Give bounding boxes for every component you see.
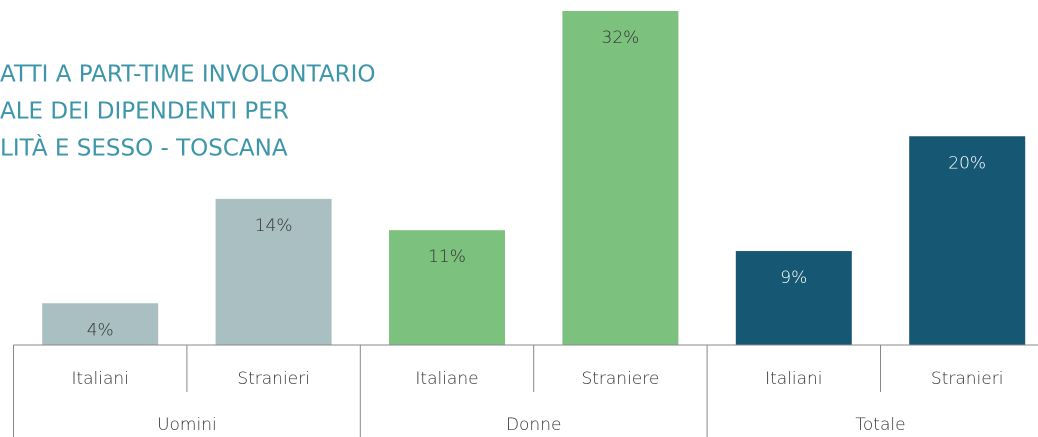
group-label: Uomini	[157, 415, 217, 435]
title-line: LITÀ E SESSO - TOSCANA	[0, 134, 288, 162]
bar	[215, 198, 332, 345]
bar	[42, 303, 159, 345]
bar	[389, 230, 505, 345]
x-tick-label: Stranieri	[237, 369, 310, 389]
bar	[909, 136, 1026, 345]
title-line: ATTI A PART-TIME INVOLONTARIO	[0, 62, 375, 88]
bar	[562, 11, 679, 345]
group-label: Donne	[506, 415, 562, 435]
value-label: 14%	[255, 216, 293, 236]
bar	[735, 251, 852, 345]
value-label: 9%	[780, 268, 807, 288]
title-line: ALE DEI DIPENDENTI PER	[0, 99, 289, 125]
value-label: 32%	[602, 28, 640, 48]
value-label: 11%	[428, 247, 466, 267]
x-tick-label: Stranieri	[931, 369, 1004, 389]
x-tick-label: Italiane	[415, 369, 478, 389]
group-label: Totale	[855, 415, 905, 435]
x-tick-label: Italiani	[71, 369, 128, 389]
value-label: 20%	[948, 153, 986, 173]
value-label: 4%	[87, 320, 114, 340]
x-tick-label: Italiani	[765, 369, 822, 389]
chart-title: ATTI A PART-TIME INVOLONTARIO ALE DEI DIP…	[0, 62, 375, 162]
x-tick-label: Straniere	[581, 369, 659, 389]
